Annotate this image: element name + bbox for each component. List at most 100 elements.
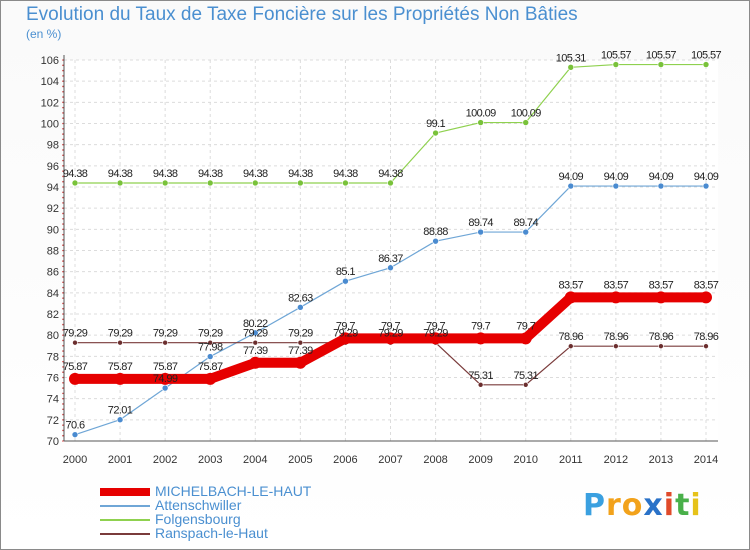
data-point-folgensbourg bbox=[702, 61, 710, 68]
chart-subtitle: (en %) bbox=[26, 27, 62, 41]
y-tick-label: 78 bbox=[47, 351, 59, 363]
data-point-attenschwiller bbox=[657, 182, 665, 190]
y-minor-tick bbox=[62, 112, 64, 114]
data-point-attenschwiller bbox=[522, 228, 530, 236]
data-label-folgensbourg: 94.38 bbox=[153, 168, 178, 180]
data-label-ranspach: 78.96 bbox=[559, 331, 584, 343]
x-tick-label: 2008 bbox=[423, 454, 447, 466]
data-point-michelbach bbox=[114, 372, 127, 385]
data-label-folgensbourg: 105.57 bbox=[691, 50, 722, 62]
y-minor-tick bbox=[62, 339, 64, 342]
y-minor-tick bbox=[62, 403, 64, 405]
y-tick-label: 90 bbox=[47, 224, 59, 236]
legend-label-attenschwiller: Attenschwiller bbox=[155, 497, 242, 513]
y-minor-tick bbox=[62, 143, 64, 146]
data-point-ranspach bbox=[522, 382, 529, 388]
y-minor-tick bbox=[62, 207, 64, 209]
x-tick-label: 2005 bbox=[288, 454, 312, 466]
chart-title: Evolution du Taux de Taxe Foncière sur l… bbox=[26, 4, 578, 25]
y-minor-tick bbox=[62, 154, 64, 157]
y-minor-tick bbox=[62, 313, 64, 315]
y-minor-tick bbox=[62, 127, 64, 130]
y-tick-label: 72 bbox=[47, 415, 59, 427]
y-minor-tick bbox=[62, 413, 64, 416]
data-label-michelbach: 75.87 bbox=[198, 361, 223, 373]
y-tick-label: 70 bbox=[47, 436, 59, 448]
y-minor-tick bbox=[62, 175, 64, 178]
data-point-michelbach bbox=[249, 356, 262, 369]
y-tick-label: 104 bbox=[41, 76, 59, 88]
y-minor-tick bbox=[62, 408, 64, 411]
x-tick-label: 2007 bbox=[378, 454, 402, 466]
data-point-folgensbourg bbox=[657, 61, 665, 68]
x-tick-label: 2004 bbox=[243, 454, 267, 466]
data-point-michelbach bbox=[654, 291, 667, 304]
logo-letter: P bbox=[583, 488, 606, 523]
x-tick-label: 2001 bbox=[108, 454, 132, 466]
y-minor-tick bbox=[62, 217, 64, 220]
data-point-folgensbourg bbox=[251, 179, 259, 187]
x-tick-label: 2011 bbox=[559, 454, 583, 466]
data-point-folgensbourg bbox=[522, 119, 530, 126]
data-point-folgensbourg bbox=[342, 179, 349, 187]
y-minor-tick bbox=[62, 159, 64, 162]
data-label-attenschwiller: 77.98 bbox=[198, 342, 223, 354]
y-minor-tick bbox=[62, 297, 64, 299]
x-tick-label: 2003 bbox=[198, 454, 222, 466]
data-point-ranspach bbox=[658, 343, 664, 349]
data-label-attenschwiller: 70.6 bbox=[65, 420, 84, 432]
y-minor-tick bbox=[62, 69, 64, 72]
legend-label-michelbach: MICHELBACH-LE-HAUT bbox=[155, 483, 312, 499]
y-minor-tick bbox=[62, 254, 64, 257]
legend-swatch-attenschwiller bbox=[100, 505, 150, 507]
data-label-attenschwiller: 82.63 bbox=[288, 292, 313, 304]
y-minor-tick bbox=[62, 101, 64, 104]
x-tick-label: 2000 bbox=[63, 454, 87, 466]
y-tick-label: 102 bbox=[41, 97, 59, 109]
data-point-michelbach bbox=[609, 291, 622, 304]
y-minor-tick bbox=[62, 419, 64, 421]
logo-letter: x bbox=[643, 488, 664, 523]
data-label-michelbach: 83.57 bbox=[649, 279, 674, 291]
x-tick-label: 2006 bbox=[333, 454, 357, 466]
data-label-folgensbourg: 94.38 bbox=[63, 168, 88, 180]
data-label-ranspach: 79.29 bbox=[378, 328, 403, 340]
data-label-ranspach: 79.29 bbox=[198, 328, 223, 340]
y-minor-tick bbox=[62, 212, 64, 215]
data-label-folgensbourg: 100.09 bbox=[511, 108, 542, 120]
data-point-attenschwiller bbox=[612, 182, 620, 190]
x-tick-label: 2010 bbox=[513, 454, 537, 466]
logo-letter: i bbox=[690, 488, 702, 523]
legend-label-folgensbourg: Folgensbourg bbox=[155, 511, 241, 527]
y-minor-tick bbox=[62, 191, 64, 194]
data-point-attenschwiller bbox=[297, 304, 304, 311]
data-label-attenschwiller: 94.09 bbox=[559, 171, 584, 183]
x-tick-label: 2009 bbox=[468, 454, 492, 466]
y-minor-tick bbox=[62, 307, 64, 310]
y-minor-tick bbox=[62, 106, 64, 109]
data-label-ranspach: 79.29 bbox=[243, 328, 268, 340]
data-label-michelbach: 75.87 bbox=[63, 361, 88, 373]
y-minor-tick bbox=[62, 80, 64, 82]
data-point-michelbach bbox=[429, 332, 442, 345]
data-label-michelbach: 79.7 bbox=[471, 320, 490, 332]
data-label-ranspach: 78.96 bbox=[649, 331, 674, 343]
data-label-attenschwiller: 86.37 bbox=[378, 253, 403, 265]
y-minor-tick bbox=[62, 149, 64, 151]
data-label-michelbach: 75.87 bbox=[108, 361, 133, 373]
y-tick-label: 96 bbox=[47, 161, 59, 173]
data-point-folgensbourg bbox=[206, 179, 214, 187]
y-minor-tick bbox=[62, 265, 64, 268]
y-minor-tick bbox=[62, 429, 64, 432]
data-label-attenschwiller: 74.99 bbox=[153, 373, 178, 385]
data-point-michelbach bbox=[564, 291, 577, 304]
data-label-folgensbourg: 100.09 bbox=[466, 108, 497, 120]
x-tick-label: 2002 bbox=[153, 454, 177, 466]
y-minor-tick bbox=[62, 387, 64, 389]
y-minor-tick bbox=[62, 344, 64, 347]
y-tick-label: 80 bbox=[47, 330, 59, 342]
data-point-ranspach bbox=[297, 339, 304, 346]
data-point-michelbach bbox=[294, 356, 307, 369]
data-label-ranspach: 79.29 bbox=[153, 328, 178, 340]
y-minor-tick bbox=[62, 392, 64, 395]
